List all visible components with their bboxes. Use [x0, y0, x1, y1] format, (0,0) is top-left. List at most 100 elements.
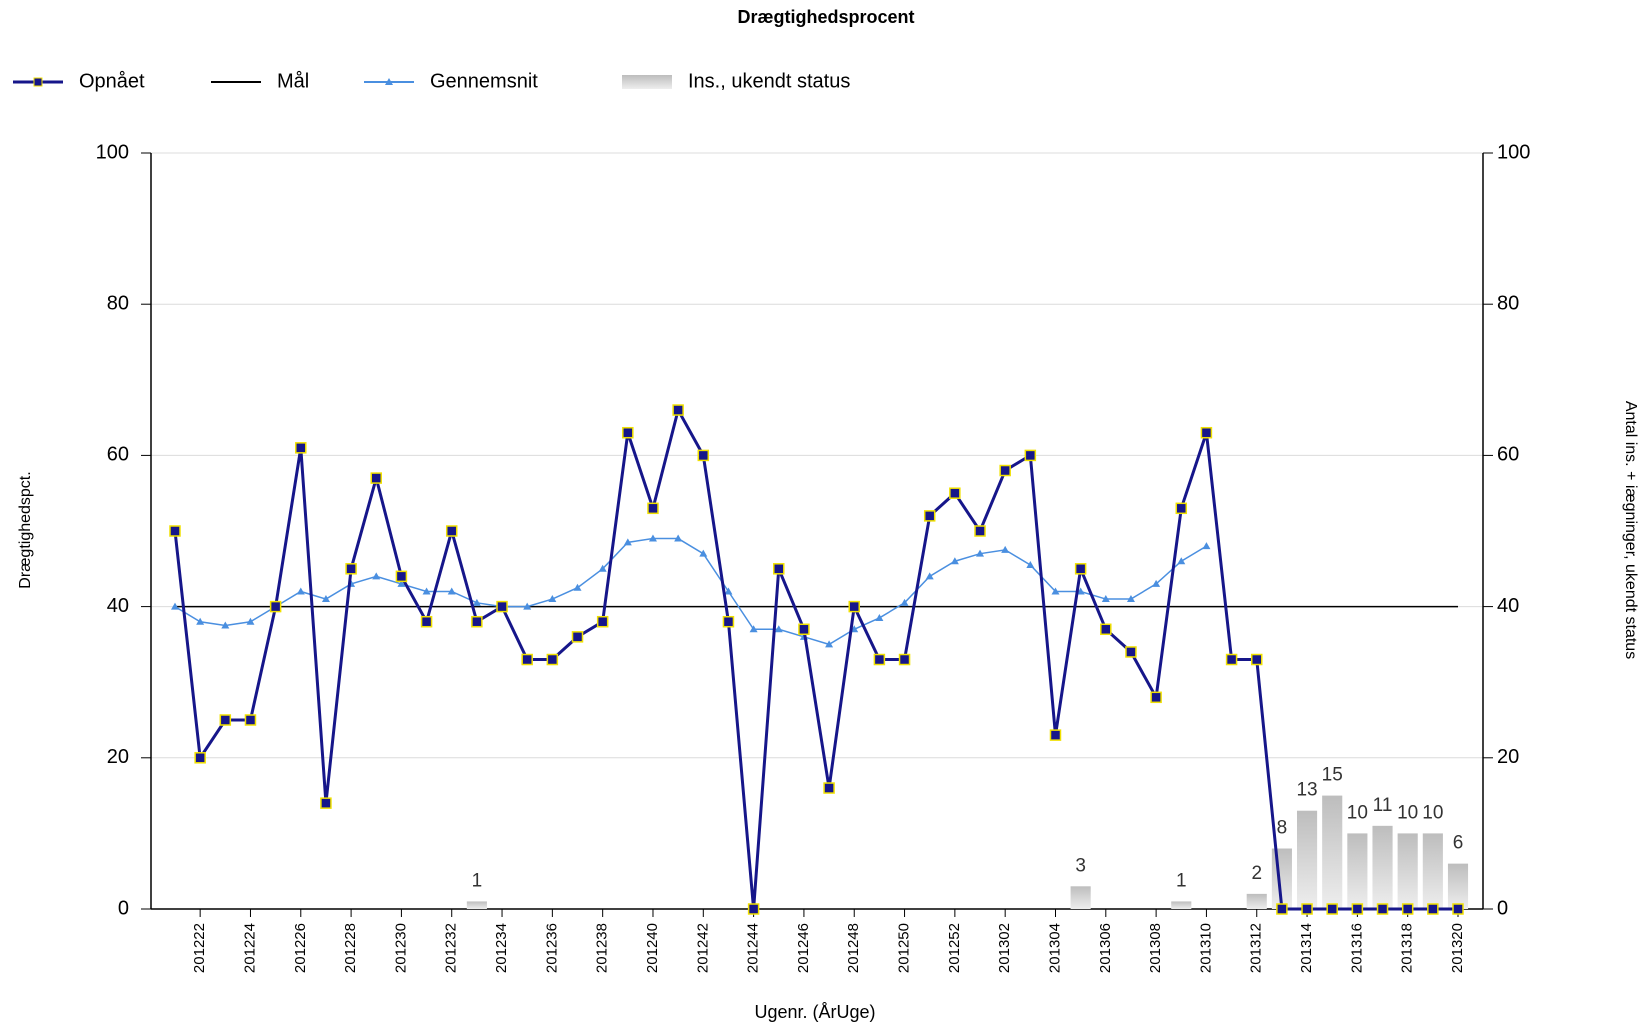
bar — [466, 901, 487, 909]
bar-label: 10 — [1422, 802, 1443, 823]
point — [674, 534, 683, 542]
point — [699, 549, 708, 557]
bar-label: 11 — [1373, 795, 1393, 816]
bar-label: 2 — [1251, 863, 1262, 884]
point — [246, 617, 255, 625]
bar-label: 10 — [1347, 802, 1368, 823]
point — [194, 752, 206, 764]
point — [573, 583, 582, 591]
point — [1175, 502, 1188, 515]
point — [724, 587, 733, 595]
point — [825, 640, 834, 648]
point — [1177, 557, 1186, 565]
point — [546, 653, 559, 666]
bar-label: 3 — [1075, 855, 1086, 876]
point — [397, 579, 406, 587]
point — [471, 615, 483, 628]
y-tick-label: 60 — [107, 444, 129, 466]
point — [773, 563, 785, 575]
x-tick-label: 201224 — [241, 923, 258, 973]
point — [571, 631, 584, 643]
point — [722, 615, 735, 628]
point — [1401, 903, 1414, 915]
point — [320, 797, 332, 809]
bar — [1296, 810, 1318, 909]
x-tick-label: 201240 — [644, 923, 661, 973]
point — [523, 602, 532, 610]
x-tick-label: 201316 — [1348, 923, 1365, 973]
y-tick-label: 20 — [107, 746, 129, 768]
bar — [1070, 886, 1091, 909]
point — [697, 449, 710, 462]
point — [1202, 542, 1211, 550]
point — [622, 426, 634, 439]
line — [174, 537, 1207, 646]
x-tick-label: 201242 — [694, 923, 711, 973]
y2-tick-label: 60 — [1497, 444, 1519, 466]
y2-tick-label: 80 — [1497, 292, 1519, 314]
point — [823, 782, 835, 794]
point — [169, 525, 181, 537]
point — [296, 587, 305, 595]
point — [1452, 903, 1464, 915]
point — [496, 600, 508, 613]
legend-label: Gennemsnit — [430, 70, 538, 92]
x-axis-title: Ugenr. (ÅrUge) — [754, 1002, 875, 1022]
point — [898, 653, 911, 666]
point — [900, 598, 909, 606]
x-tick-label: 201228 — [342, 923, 359, 973]
bar-label: 10 — [1397, 802, 1418, 823]
point — [749, 625, 758, 633]
point — [171, 602, 179, 610]
point — [1001, 545, 1010, 553]
y2-tick-label: 40 — [1497, 595, 1519, 617]
point — [1125, 646, 1137, 658]
legend-label: Ins., ukendt status — [688, 70, 850, 92]
x-tick-label: 201222 — [191, 923, 208, 973]
y2-tick-label: 20 — [1497, 746, 1519, 768]
legend-label: Mål — [277, 70, 309, 92]
point — [244, 714, 257, 726]
point — [1126, 595, 1135, 603]
x-tick-label: 201252 — [946, 923, 963, 973]
bar — [1447, 863, 1469, 909]
point — [798, 623, 810, 636]
x-tick-label: 201250 — [896, 923, 913, 973]
x-tick-label: 201320 — [1449, 923, 1466, 973]
x-tick-label: 201318 — [1399, 923, 1416, 973]
y2-tick-label: 0 — [1497, 897, 1508, 919]
y2-tick-label: 100 — [1497, 141, 1530, 163]
point — [647, 502, 659, 515]
point — [1351, 903, 1364, 915]
legend-marker — [385, 78, 393, 85]
x-tick-label: 201232 — [443, 923, 460, 973]
point — [422, 587, 431, 595]
point — [1150, 691, 1162, 704]
x-tick-label: 201306 — [1097, 923, 1114, 973]
point — [1326, 903, 1338, 915]
chart-title: Drægtighedsprocent — [737, 7, 914, 27]
y-tick-label: 80 — [107, 292, 129, 314]
x-tick-label: 201312 — [1248, 923, 1265, 973]
point — [345, 563, 357, 575]
point — [321, 595, 330, 603]
bar — [1397, 833, 1418, 909]
point — [925, 572, 934, 580]
x-tick-label: 201304 — [1046, 923, 1063, 973]
point — [923, 510, 936, 522]
point — [848, 600, 860, 613]
bar-label: 15 — [1322, 765, 1343, 786]
point — [548, 595, 557, 603]
point — [1074, 563, 1087, 575]
point — [875, 613, 884, 621]
point — [1051, 587, 1060, 595]
x-tick-label: 201302 — [996, 923, 1013, 973]
point — [472, 598, 481, 606]
point — [1301, 903, 1313, 915]
legend-swatch — [622, 75, 672, 89]
point — [269, 600, 282, 613]
point — [1427, 903, 1439, 915]
x-tick-label: 201314 — [1298, 923, 1315, 973]
y-tick-label: 40 — [107, 595, 129, 617]
point — [623, 538, 632, 546]
